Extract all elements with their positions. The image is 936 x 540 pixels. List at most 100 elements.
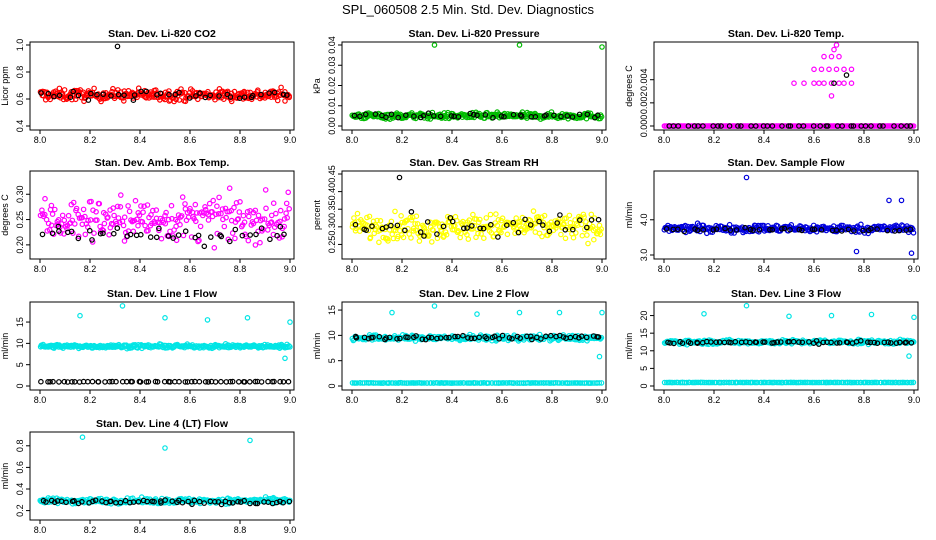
data-point xyxy=(898,197,905,204)
y-tick-label: 10 xyxy=(15,338,25,348)
series-subset xyxy=(352,174,602,240)
data-point xyxy=(232,226,239,233)
x-tick-label: 9.0 xyxy=(908,135,921,145)
data-point xyxy=(388,111,395,118)
data-point xyxy=(130,228,137,235)
data-point xyxy=(277,207,284,214)
data-point xyxy=(49,230,56,237)
data-point xyxy=(212,379,219,385)
data-point xyxy=(153,87,159,93)
series-bulk xyxy=(661,302,917,359)
data-point xyxy=(258,379,265,385)
data-point xyxy=(369,223,375,230)
data-point xyxy=(236,209,243,215)
data-point xyxy=(597,231,604,238)
data-point xyxy=(480,225,487,232)
data-point xyxy=(480,235,487,242)
data-point xyxy=(561,221,567,227)
x-tick-label: 8.0 xyxy=(658,395,671,405)
data-point xyxy=(182,379,189,385)
data-point xyxy=(239,232,246,239)
data-point xyxy=(283,210,289,217)
data-point xyxy=(516,42,523,48)
data-point xyxy=(722,225,728,232)
plot-frame xyxy=(29,431,295,521)
data-point xyxy=(821,53,827,60)
y-tick-label: 0.6 xyxy=(15,93,25,106)
data-point xyxy=(272,210,279,217)
panel-title: Stan. Dev. Amb. Box Temp. xyxy=(95,157,230,169)
data-point xyxy=(202,206,209,213)
data-point xyxy=(726,123,733,129)
data-point xyxy=(175,232,182,238)
x-tick-label: 8.8 xyxy=(546,395,559,405)
data-point xyxy=(138,88,144,95)
x-tick-label: 8.8 xyxy=(234,525,247,535)
data-point xyxy=(69,217,76,224)
data-point xyxy=(202,94,209,101)
data-point xyxy=(56,92,63,99)
data-point xyxy=(742,224,748,231)
data-point xyxy=(562,227,569,233)
data-point xyxy=(853,248,860,255)
data-point xyxy=(564,113,571,119)
y-tick-label: 0.02 xyxy=(327,77,337,95)
data-point xyxy=(201,243,208,250)
data-point xyxy=(282,98,288,104)
series-bulk xyxy=(661,42,917,129)
data-point xyxy=(363,227,370,234)
data-point xyxy=(383,224,390,230)
data-point xyxy=(208,234,214,240)
y-tick-label: 10 xyxy=(639,346,649,356)
data-point xyxy=(262,187,269,193)
data-point xyxy=(51,206,58,213)
data-point xyxy=(61,378,68,385)
data-point xyxy=(202,378,209,385)
data-point xyxy=(596,353,603,360)
x-tick-label: 8.0 xyxy=(34,395,47,405)
data-point xyxy=(498,229,504,236)
data-point xyxy=(125,203,131,209)
data-point xyxy=(510,219,517,226)
y-tick-label: 15 xyxy=(15,317,25,327)
data-point xyxy=(79,434,86,441)
x-tick-label: 8.4 xyxy=(758,135,771,145)
data-point xyxy=(214,203,220,210)
data-point xyxy=(73,205,80,212)
data-point xyxy=(261,216,268,222)
data-point xyxy=(223,214,229,221)
data-point xyxy=(372,111,379,117)
data-point xyxy=(282,355,288,362)
y-tick-label: 0.00 xyxy=(327,117,337,135)
data-point xyxy=(785,123,792,129)
data-point xyxy=(572,230,579,236)
y-tick-label: 0.03 xyxy=(327,56,337,74)
data-point xyxy=(218,378,224,385)
data-point xyxy=(100,91,107,98)
data-point xyxy=(460,225,467,232)
x-tick-label: 8.6 xyxy=(184,395,197,405)
data-point xyxy=(733,227,740,233)
data-point xyxy=(162,220,169,227)
data-point xyxy=(142,222,148,229)
data-point xyxy=(68,228,75,235)
data-point xyxy=(88,198,94,205)
data-point xyxy=(102,379,108,385)
panel-title: Stan. Dev. Sample Flow xyxy=(727,157,845,169)
data-point xyxy=(59,91,66,98)
data-point xyxy=(110,221,116,228)
data-point xyxy=(258,225,265,232)
series-subset xyxy=(38,43,290,104)
data-point xyxy=(551,112,557,119)
data-point xyxy=(421,233,427,239)
data-point xyxy=(474,112,480,119)
data-point xyxy=(556,309,563,316)
data-point xyxy=(283,92,290,98)
series-bulk xyxy=(37,185,293,251)
data-point xyxy=(202,204,208,210)
data-point xyxy=(217,232,223,239)
data-point xyxy=(232,235,238,242)
data-point xyxy=(82,213,88,220)
series-bulk xyxy=(37,434,293,507)
data-point xyxy=(64,225,70,232)
